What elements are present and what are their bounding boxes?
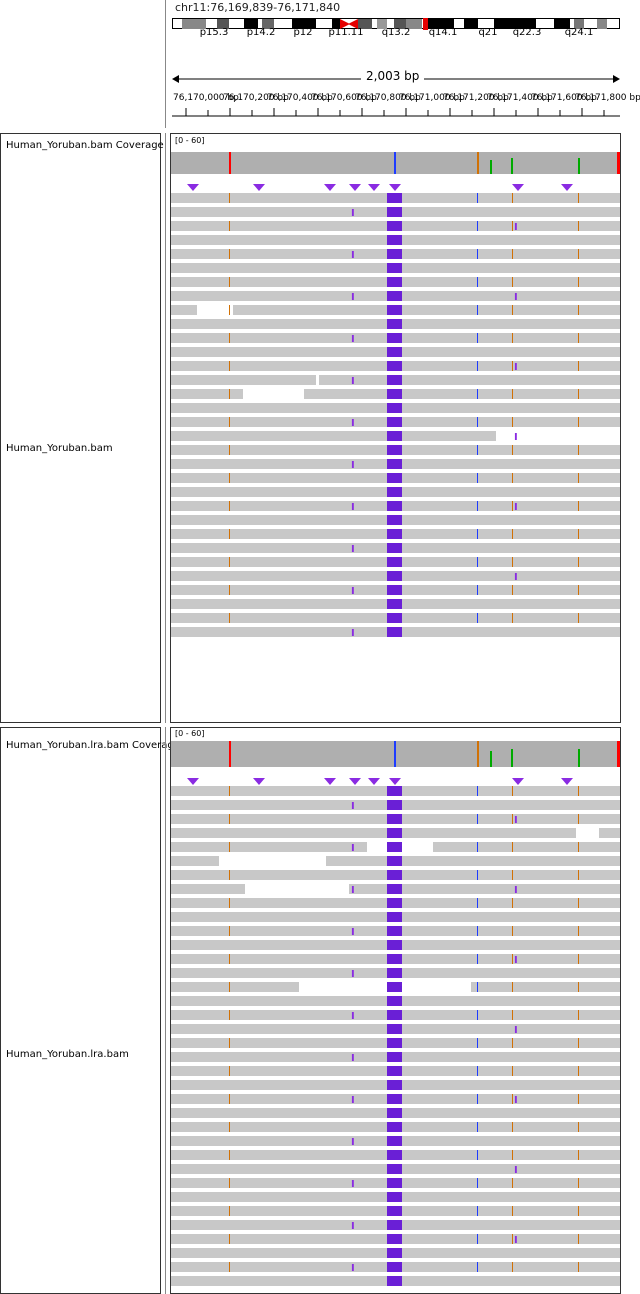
svg-text:I: I xyxy=(351,1053,355,1064)
svg-text:I: I xyxy=(514,955,518,966)
svg-text:I: I xyxy=(351,208,355,219)
ruler-tick-label: 76,170,000 bp xyxy=(173,93,239,103)
coverage-mismatch-bar xyxy=(394,152,396,174)
ruler-tick-label: 76,170,200 bp xyxy=(223,93,289,103)
coverage-track-name[interactable]: Human_Yoruban.bam Coverage xyxy=(6,140,164,151)
svg-text:I: I xyxy=(514,1235,518,1246)
ruler-tick-label: 76,171,000 bp xyxy=(399,93,465,103)
coverage-mismatch-bar xyxy=(394,741,396,767)
alignment-panel[interactable]: [0 - 60] I I I I I I I I I I I I I I I I I I I xyxy=(170,727,621,1294)
coverage-range: [0 - 60] xyxy=(175,136,205,145)
svg-text:I: I xyxy=(351,927,355,938)
svg-text:I: I xyxy=(514,1025,518,1036)
coverage-mismatch-bar xyxy=(477,741,479,767)
svg-text:I: I xyxy=(351,502,355,513)
ruler-tick-label: 76,171,800 bp xyxy=(575,93,640,103)
ruler-tick-label: 76,171,200 bp xyxy=(443,93,509,103)
svg-text:I: I xyxy=(351,250,355,261)
svg-text:I: I xyxy=(514,362,518,373)
svg-text:I: I xyxy=(351,418,355,429)
coverage-mismatch-bar xyxy=(511,749,513,767)
ruler-tick-label: 76,170,800 bp xyxy=(355,93,421,103)
svg-text:I: I xyxy=(351,628,355,639)
svg-text:I: I xyxy=(351,969,355,980)
svg-text:I: I xyxy=(514,572,518,583)
chromosome-ideogram[interactable] xyxy=(172,15,620,30)
ruler-tick-label: 76,171,400 bp xyxy=(487,93,553,103)
svg-text:I: I xyxy=(514,815,518,826)
band-label: p11.11 xyxy=(328,27,364,38)
svg-text:I: I xyxy=(351,1137,355,1148)
svg-text:I: I xyxy=(351,1221,355,1232)
svg-text:I: I xyxy=(351,1011,355,1022)
header-divider xyxy=(165,0,166,128)
insertion-markers xyxy=(171,179,620,191)
band-label: p15.3 xyxy=(199,27,229,38)
svg-text:I: I xyxy=(351,544,355,555)
svg-text:I: I xyxy=(514,885,518,896)
band-label: q22.3 xyxy=(512,27,542,38)
svg-text:I: I xyxy=(514,502,518,513)
coverage-mismatch-bar xyxy=(490,160,492,174)
coverage-mismatch-bar xyxy=(511,158,513,174)
band-label: q24.1 xyxy=(564,27,594,38)
band-label: q13.2 xyxy=(381,27,411,38)
svg-text:I: I xyxy=(351,460,355,471)
svg-text:I: I xyxy=(351,376,355,387)
track-name-panel: Human_Yoruban.bam Coverage Human_Yoruban… xyxy=(0,133,164,723)
svg-text:I: I xyxy=(351,1095,355,1106)
svg-text:I: I xyxy=(514,1165,518,1176)
svg-text:I: I xyxy=(351,1263,355,1274)
svg-text:I: I xyxy=(351,292,355,303)
panel-divider xyxy=(165,727,166,1294)
locus-label: chr11:76,169,839-76,171,840 xyxy=(175,1,341,14)
svg-text:I: I xyxy=(351,885,355,896)
band-label: p12 xyxy=(293,27,313,38)
read-rows[interactable]: I I I I I I I I I I I I I I I I I I I xyxy=(171,785,620,1293)
track-name-panel: Human_Yoruban.lra.bam Coverage Human_Yor… xyxy=(0,727,180,1294)
svg-text:I: I xyxy=(514,292,518,303)
coverage-mismatch-bar xyxy=(617,741,620,767)
coverage-mismatch-bar xyxy=(617,152,620,174)
coverage-mismatch-bar xyxy=(490,751,492,767)
coverage-track[interactable] xyxy=(171,152,620,174)
coverage-mismatch-bar xyxy=(229,741,231,767)
band-label: q14.1 xyxy=(428,27,458,38)
svg-text:I: I xyxy=(514,432,518,443)
panel-divider xyxy=(165,133,166,723)
svg-text:I: I xyxy=(351,843,355,854)
coverage-mismatch-bar xyxy=(477,152,479,174)
svg-text:I: I xyxy=(351,334,355,345)
band-label: q21 xyxy=(478,27,498,38)
ruler-tick-label: 76,171,600 bp xyxy=(531,93,597,103)
ruler-tick-label: 76,170,600 bp xyxy=(311,93,377,103)
svg-text:I: I xyxy=(351,801,355,812)
coverage-range: [0 - 60] xyxy=(175,729,205,738)
insertion-markers xyxy=(171,773,620,785)
coverage-track-name[interactable]: Human_Yoruban.lra.bam Coverage xyxy=(6,740,180,751)
svg-text:I: I xyxy=(514,222,518,233)
coverage-track[interactable] xyxy=(171,741,620,767)
svg-text:I: I xyxy=(514,1095,518,1106)
ruler-tick-label: 76,170,400 bp xyxy=(267,93,333,103)
alignment-track-name[interactable]: Human_Yoruban.bam xyxy=(6,443,113,454)
svg-text:I: I xyxy=(351,1179,355,1190)
coverage-mismatch-bar xyxy=(578,158,580,174)
header-name-panel xyxy=(0,0,161,129)
coverage-mismatch-bar xyxy=(578,749,580,767)
band-label: p14.2 xyxy=(246,27,276,38)
alignment-panel[interactable]: [0 - 60] I I I I I I I I I I I I I I I I I xyxy=(170,133,621,723)
alignment-track-name[interactable]: Human_Yoruban.lra.bam xyxy=(6,1049,129,1060)
span-label: 2,003 bp xyxy=(361,69,425,83)
ruler[interactable] xyxy=(172,104,620,128)
coverage-mismatch-bar xyxy=(229,152,231,174)
read-rows[interactable]: I I I I I I I I I I I I I I I I I xyxy=(171,192,620,642)
svg-text:I: I xyxy=(351,586,355,597)
